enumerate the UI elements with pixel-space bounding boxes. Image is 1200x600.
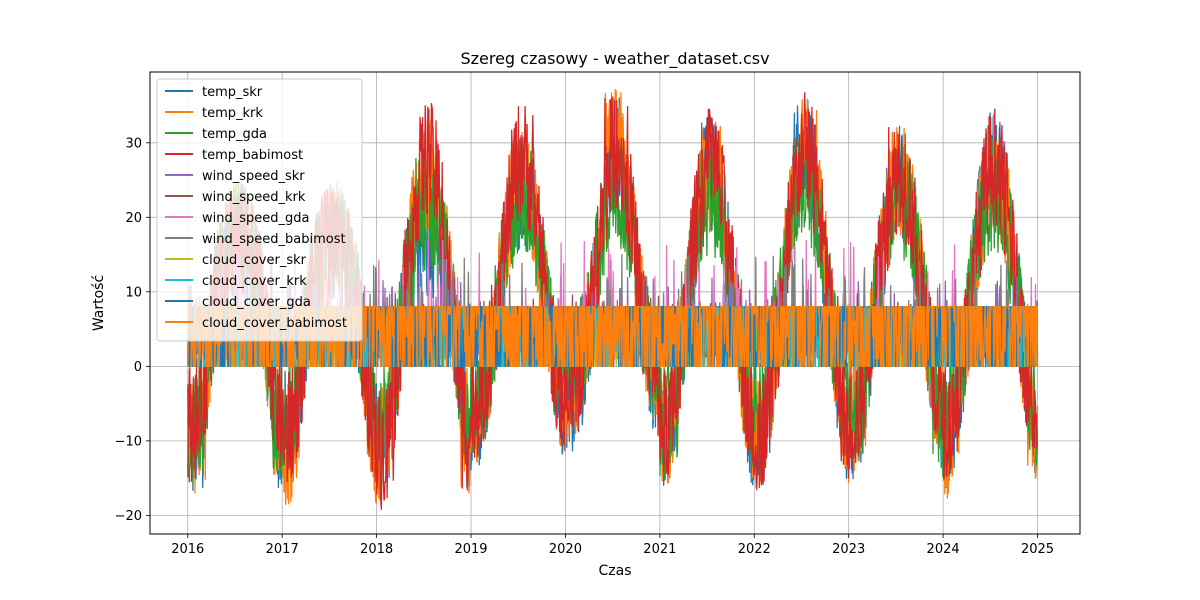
series-line-cloud-cover-babimost bbox=[187, 306, 1038, 367]
x-axis-label: Czas bbox=[599, 563, 632, 579]
x-tick-label: 2021 bbox=[643, 542, 676, 557]
legend-label: cloud_cover_babimost bbox=[202, 316, 347, 331]
legend-label: temp_gda bbox=[202, 127, 267, 142]
legend-label: wind_speed_skr bbox=[202, 169, 305, 184]
x-tick-label: 2018 bbox=[360, 542, 393, 557]
legend-label: temp_krk bbox=[202, 106, 263, 121]
legend-box bbox=[156, 78, 363, 342]
legend: temp_skr temp_krk temp_gda temp_babimostwin… bbox=[156, 78, 363, 342]
x-tick-label: 2023 bbox=[832, 542, 865, 557]
y-tick-label: 10 bbox=[125, 285, 142, 300]
y-tick-label: −10 bbox=[115, 434, 142, 449]
legend-label: wind_speed_gda bbox=[202, 211, 309, 226]
legend-label: wind_speed_babimost bbox=[202, 232, 346, 247]
x-tick-label: 2016 bbox=[171, 542, 204, 557]
legend-label: cloud_cover_gda bbox=[202, 295, 311, 310]
y-axis-label: Wartość bbox=[91, 275, 107, 331]
legend-label: temp_skr bbox=[202, 85, 263, 100]
y-axis-ticks: −20 −10 0 10 20 30 bbox=[115, 136, 150, 524]
x-tick-label: 2025 bbox=[1021, 542, 1054, 557]
x-tick-label: 2022 bbox=[738, 542, 771, 557]
legend-label: wind_speed_krk bbox=[202, 190, 306, 205]
legend-label: cloud_cover_krk bbox=[202, 274, 307, 289]
chart-title: Szereg czasowy - weather_dataset.csv bbox=[460, 49, 769, 69]
x-axis-ticks: 2016 2017 2018 2019 2020 2021 2022 2023 2024 2025 bbox=[171, 534, 1054, 557]
y-tick-label: 20 bbox=[125, 211, 142, 226]
y-tick-label: −20 bbox=[115, 509, 142, 524]
y-tick-label: 30 bbox=[125, 136, 142, 151]
legend-label: cloud_cover_skr bbox=[202, 253, 307, 268]
axes-frame bbox=[149, 71, 1081, 535]
x-tick-label: 2024 bbox=[927, 542, 960, 557]
y-tick-label: 0 bbox=[134, 360, 142, 375]
x-tick-label: 2020 bbox=[549, 542, 582, 557]
x-tick-label: 2017 bbox=[266, 542, 299, 557]
x-tick-label: 2019 bbox=[454, 542, 487, 557]
legend-label: temp_babimost bbox=[202, 148, 303, 163]
